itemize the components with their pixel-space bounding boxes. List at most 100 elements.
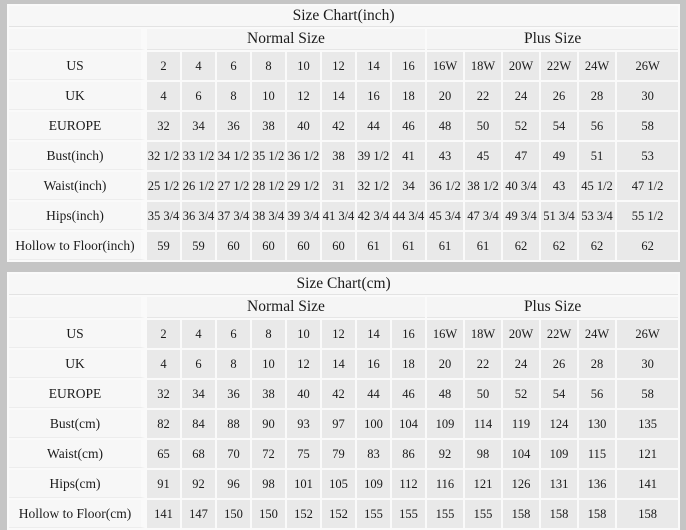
cell: 119 — [503, 410, 539, 438]
cell: 82 — [147, 410, 180, 438]
cell: 158 — [541, 500, 577, 528]
cell: 60 — [217, 232, 250, 260]
cell: 43 — [541, 172, 577, 200]
cell: 36 1/2 — [287, 142, 320, 170]
cell: 22W — [541, 52, 577, 80]
cell: 37 3/4 — [217, 202, 250, 230]
cell: 62 — [579, 232, 615, 260]
table-row: UK 4 6 8 10 12 14 16 18 20 22 24 26 28 30 — [9, 350, 679, 378]
cell: 60 — [287, 232, 320, 260]
table-gap — [7, 262, 680, 272]
table-row: Waist(cm) 65 68 70 72 75 79 83 86 92 98 104 109 115 12… — [9, 440, 679, 468]
cell: 12 — [322, 52, 355, 80]
cell: 33 1/2 — [182, 142, 215, 170]
cell: 50 — [465, 112, 501, 140]
cell: 38 1/2 — [465, 172, 501, 200]
group-header-plus-size: Plus Size — [427, 297, 679, 318]
cell: 55 1/2 — [617, 202, 679, 230]
cell: 97 — [322, 410, 355, 438]
cell: 42 — [322, 380, 355, 408]
cell: 8 — [252, 52, 285, 80]
cell: 90 — [252, 410, 285, 438]
cell: 152 — [322, 500, 355, 528]
row-label: Hollow to Floor(cm) — [9, 500, 145, 528]
row-label: US — [9, 52, 145, 80]
cell: 30 — [617, 350, 679, 378]
cell: 59 — [147, 232, 180, 260]
cell: 34 — [182, 380, 215, 408]
cell: 39 1/2 — [357, 142, 390, 170]
table-row: Bust(cm) 82 84 88 90 93 97 100 104 109 114 119 124 13… — [9, 410, 679, 438]
cell: 121 — [465, 470, 501, 498]
cell: 18 — [392, 82, 425, 110]
cell: 124 — [541, 410, 577, 438]
cell: 36 — [217, 380, 250, 408]
row-label: Hips(inch) — [9, 202, 145, 230]
table-row: Hips(cm) 91 92 96 98 101 105 109 112 116 121 126 131… — [9, 470, 679, 498]
cell: 22 — [465, 82, 501, 110]
cell: 59 — [182, 232, 215, 260]
cell: 98 — [252, 470, 285, 498]
cell: 36 3/4 — [182, 202, 215, 230]
cell: 105 — [322, 470, 355, 498]
cell: 39 3/4 — [287, 202, 320, 230]
cell: 24 — [503, 350, 539, 378]
cell: 101 — [287, 470, 320, 498]
cell: 16 — [357, 350, 390, 378]
cell: 14 — [322, 350, 355, 378]
cell: 18 — [392, 350, 425, 378]
cell: 32 — [147, 380, 180, 408]
cell: 49 3/4 — [503, 202, 539, 230]
cell: 43 — [427, 142, 463, 170]
table-row: US 2 4 6 8 10 12 14 16 16W 18W 20W 22W 24W 26W — [9, 320, 679, 348]
cell: 38 3/4 — [252, 202, 285, 230]
table-row: EUROPE 32 34 36 38 40 42 44 46 48 50 52 54 56 58 — [9, 380, 679, 408]
row-label: Bust(inch) — [9, 142, 145, 170]
cell: 27 1/2 — [217, 172, 250, 200]
cell: 47 1/2 — [617, 172, 679, 200]
cell: 29 1/2 — [287, 172, 320, 200]
cell: 93 — [287, 410, 320, 438]
table-row: UK 4 6 8 10 12 14 16 18 20 22 24 26 28 30 — [9, 82, 679, 110]
header-spacer-cell — [9, 297, 145, 318]
cell: 135 — [617, 410, 679, 438]
row-label: UK — [9, 82, 145, 110]
cell: 4 — [147, 82, 180, 110]
group-header-normal-size: Normal Size — [147, 29, 425, 50]
cell: 40 3/4 — [503, 172, 539, 200]
cell: 10 — [287, 320, 320, 348]
table-title: Size Chart(cm) — [9, 274, 679, 295]
row-label: Hips(cm) — [9, 470, 145, 498]
cell: 12 — [322, 320, 355, 348]
header-spacer-cell — [9, 29, 145, 50]
cell: 53 — [617, 142, 679, 170]
cell: 44 — [357, 380, 390, 408]
cell: 158 — [617, 500, 679, 528]
cell: 51 — [579, 142, 615, 170]
cell: 98 — [465, 440, 501, 468]
cell: 45 3/4 — [427, 202, 463, 230]
cell: 68 — [182, 440, 215, 468]
cell: 12 — [287, 350, 320, 378]
cell: 141 — [617, 470, 679, 498]
cell: 72 — [252, 440, 285, 468]
cell: 130 — [579, 410, 615, 438]
cell: 42 3/4 — [357, 202, 390, 230]
table-row: Hollow to Floor(cm) 141 147 150 150 152 152 155… — [9, 500, 679, 528]
cell: 8 — [252, 320, 285, 348]
cell: 46 — [392, 380, 425, 408]
cell: 20 — [427, 350, 463, 378]
row-label: EUROPE — [9, 112, 145, 140]
row-label: EUROPE — [9, 380, 145, 408]
cell: 56 — [579, 380, 615, 408]
cell: 136 — [579, 470, 615, 498]
cell: 4 — [147, 350, 180, 378]
cell: 131 — [541, 470, 577, 498]
table-row: EUROPE 32 34 36 38 40 42 44 46 48 50 52 54 56 58 — [9, 112, 679, 140]
cell: 38 — [322, 142, 355, 170]
cell: 20W — [503, 320, 539, 348]
table-row: Hollow to Floor(inch) 59 59 60 60 60 60 61 61 61 6… — [9, 232, 679, 260]
cell: 44 3/4 — [392, 202, 425, 230]
cell: 35 1/2 — [252, 142, 285, 170]
